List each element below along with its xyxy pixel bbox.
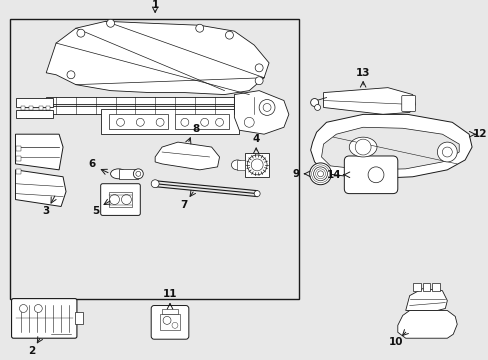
Circle shape [116, 118, 124, 126]
Text: 14: 14 [326, 170, 341, 180]
Bar [16, 146, 21, 151]
Text: 10: 10 [388, 337, 402, 347]
Circle shape [259, 99, 274, 115]
Bar [118, 169, 138, 179]
Text: 9: 9 [292, 169, 299, 179]
Bar [162, 310, 178, 314]
FancyBboxPatch shape [401, 95, 415, 111]
Bar [431, 283, 440, 291]
Bar [29, 107, 33, 111]
Text: 4: 4 [252, 134, 259, 144]
Bar [16, 111, 53, 118]
Polygon shape [323, 87, 415, 114]
Text: 7: 7 [180, 199, 187, 210]
FancyBboxPatch shape [151, 306, 188, 339]
Bar [160, 314, 180, 330]
Ellipse shape [348, 137, 376, 157]
Ellipse shape [254, 191, 260, 197]
Bar [237, 160, 245, 170]
Circle shape [136, 118, 144, 126]
Circle shape [255, 77, 263, 85]
Text: 12: 12 [472, 129, 486, 139]
Bar [10, 19, 298, 298]
Bar [245, 153, 268, 177]
Text: 1: 1 [151, 0, 159, 10]
Text: 11: 11 [163, 289, 177, 299]
Bar [46, 96, 259, 104]
Polygon shape [155, 142, 219, 170]
Polygon shape [16, 134, 63, 170]
Circle shape [195, 24, 203, 32]
Circle shape [106, 19, 114, 27]
Text: 5: 5 [92, 206, 99, 216]
Bar [412, 283, 420, 291]
Circle shape [244, 117, 254, 127]
Bar [39, 107, 43, 111]
Bar [108, 192, 132, 207]
Ellipse shape [247, 155, 266, 175]
FancyBboxPatch shape [101, 184, 140, 215]
Bar [16, 98, 53, 107]
Circle shape [442, 147, 451, 157]
Circle shape [263, 103, 270, 111]
Ellipse shape [136, 171, 141, 176]
Circle shape [121, 195, 131, 204]
Circle shape [313, 167, 327, 181]
Circle shape [225, 31, 233, 39]
Polygon shape [310, 114, 471, 179]
Bar [101, 109, 239, 134]
Ellipse shape [133, 169, 143, 179]
Polygon shape [46, 21, 268, 95]
Ellipse shape [110, 169, 126, 179]
Circle shape [67, 71, 75, 79]
Circle shape [215, 118, 223, 126]
Polygon shape [321, 127, 458, 170]
Circle shape [367, 167, 383, 183]
Circle shape [181, 118, 188, 126]
Polygon shape [397, 310, 456, 338]
Text: 8: 8 [192, 124, 199, 134]
Circle shape [255, 64, 263, 72]
Bar [422, 283, 429, 291]
Text: 6: 6 [88, 159, 95, 169]
Circle shape [437, 142, 456, 162]
Bar [16, 169, 21, 174]
Circle shape [172, 322, 178, 328]
Circle shape [317, 171, 323, 177]
Bar [108, 114, 168, 129]
Circle shape [156, 118, 164, 126]
Polygon shape [16, 170, 66, 207]
Circle shape [77, 29, 84, 37]
FancyBboxPatch shape [344, 156, 397, 194]
Text: 2: 2 [28, 346, 35, 356]
Circle shape [314, 104, 320, 111]
Polygon shape [405, 289, 447, 310]
FancyBboxPatch shape [12, 298, 77, 338]
Circle shape [163, 316, 171, 324]
Circle shape [354, 139, 370, 155]
Ellipse shape [231, 160, 243, 170]
Circle shape [309, 163, 331, 185]
Circle shape [34, 305, 42, 312]
Bar [21, 107, 25, 111]
Bar [16, 156, 21, 161]
Circle shape [310, 99, 318, 107]
Bar [46, 107, 259, 114]
Bar [175, 114, 229, 129]
Circle shape [109, 195, 119, 204]
Bar [75, 312, 82, 324]
Text: 3: 3 [42, 206, 50, 216]
Ellipse shape [251, 159, 263, 171]
Circle shape [20, 305, 27, 312]
Ellipse shape [151, 180, 159, 188]
Bar [46, 107, 50, 111]
Text: 13: 13 [355, 68, 369, 78]
Polygon shape [234, 91, 288, 134]
Circle shape [200, 118, 208, 126]
